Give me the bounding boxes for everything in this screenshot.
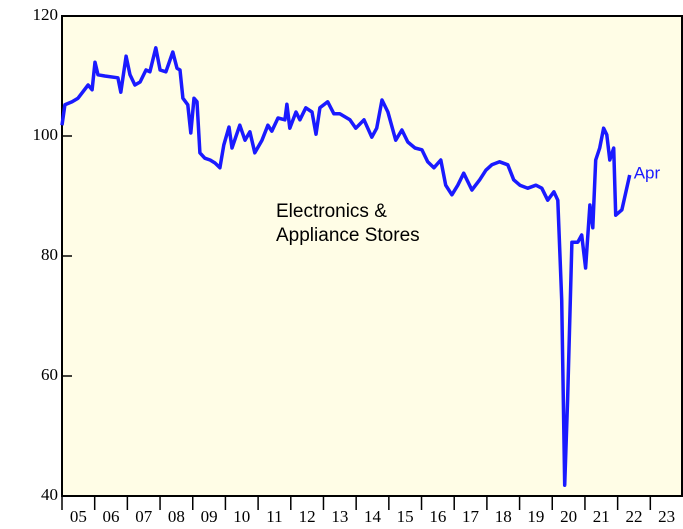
x-tick-label: 15 [397, 507, 414, 526]
x-tick-label: 07 [135, 507, 153, 526]
x-tick-label: 16 [429, 507, 446, 526]
x-tick-label: 10 [233, 507, 250, 526]
x-tick-label: 17 [462, 507, 480, 526]
x-tick-label: 19 [527, 507, 544, 526]
y-tick-label: 40 [41, 485, 58, 504]
annotation: Appliance Stores [276, 225, 420, 246]
y-tick-label: 120 [33, 5, 59, 24]
x-tick-label: 20 [560, 507, 577, 526]
x-tick-label: 12 [299, 507, 316, 526]
annotation: Electronics & [276, 201, 387, 222]
x-tick-label: 11 [266, 507, 282, 526]
x-tick-label: 14 [364, 507, 382, 526]
x-tick-label: 13 [331, 507, 348, 526]
x-tick-label: 09 [201, 507, 218, 526]
line [60, 46, 632, 487]
x-tick-label: 18 [495, 507, 512, 526]
x-tick-label: 08 [168, 507, 185, 526]
x-tick-label: 06 [103, 507, 120, 526]
end-label: Apr [634, 163, 661, 182]
x-tick-label: 21 [593, 507, 610, 526]
y-tick-label: 100 [33, 125, 59, 144]
x-tick-label: 23 [658, 507, 675, 526]
x-tick-label: 22 [625, 507, 642, 526]
y-tick-label: 80 [41, 245, 58, 264]
plot-background [61, 15, 683, 497]
x-tick-label: 05 [70, 507, 87, 526]
y-tick-label: 60 [41, 365, 58, 384]
